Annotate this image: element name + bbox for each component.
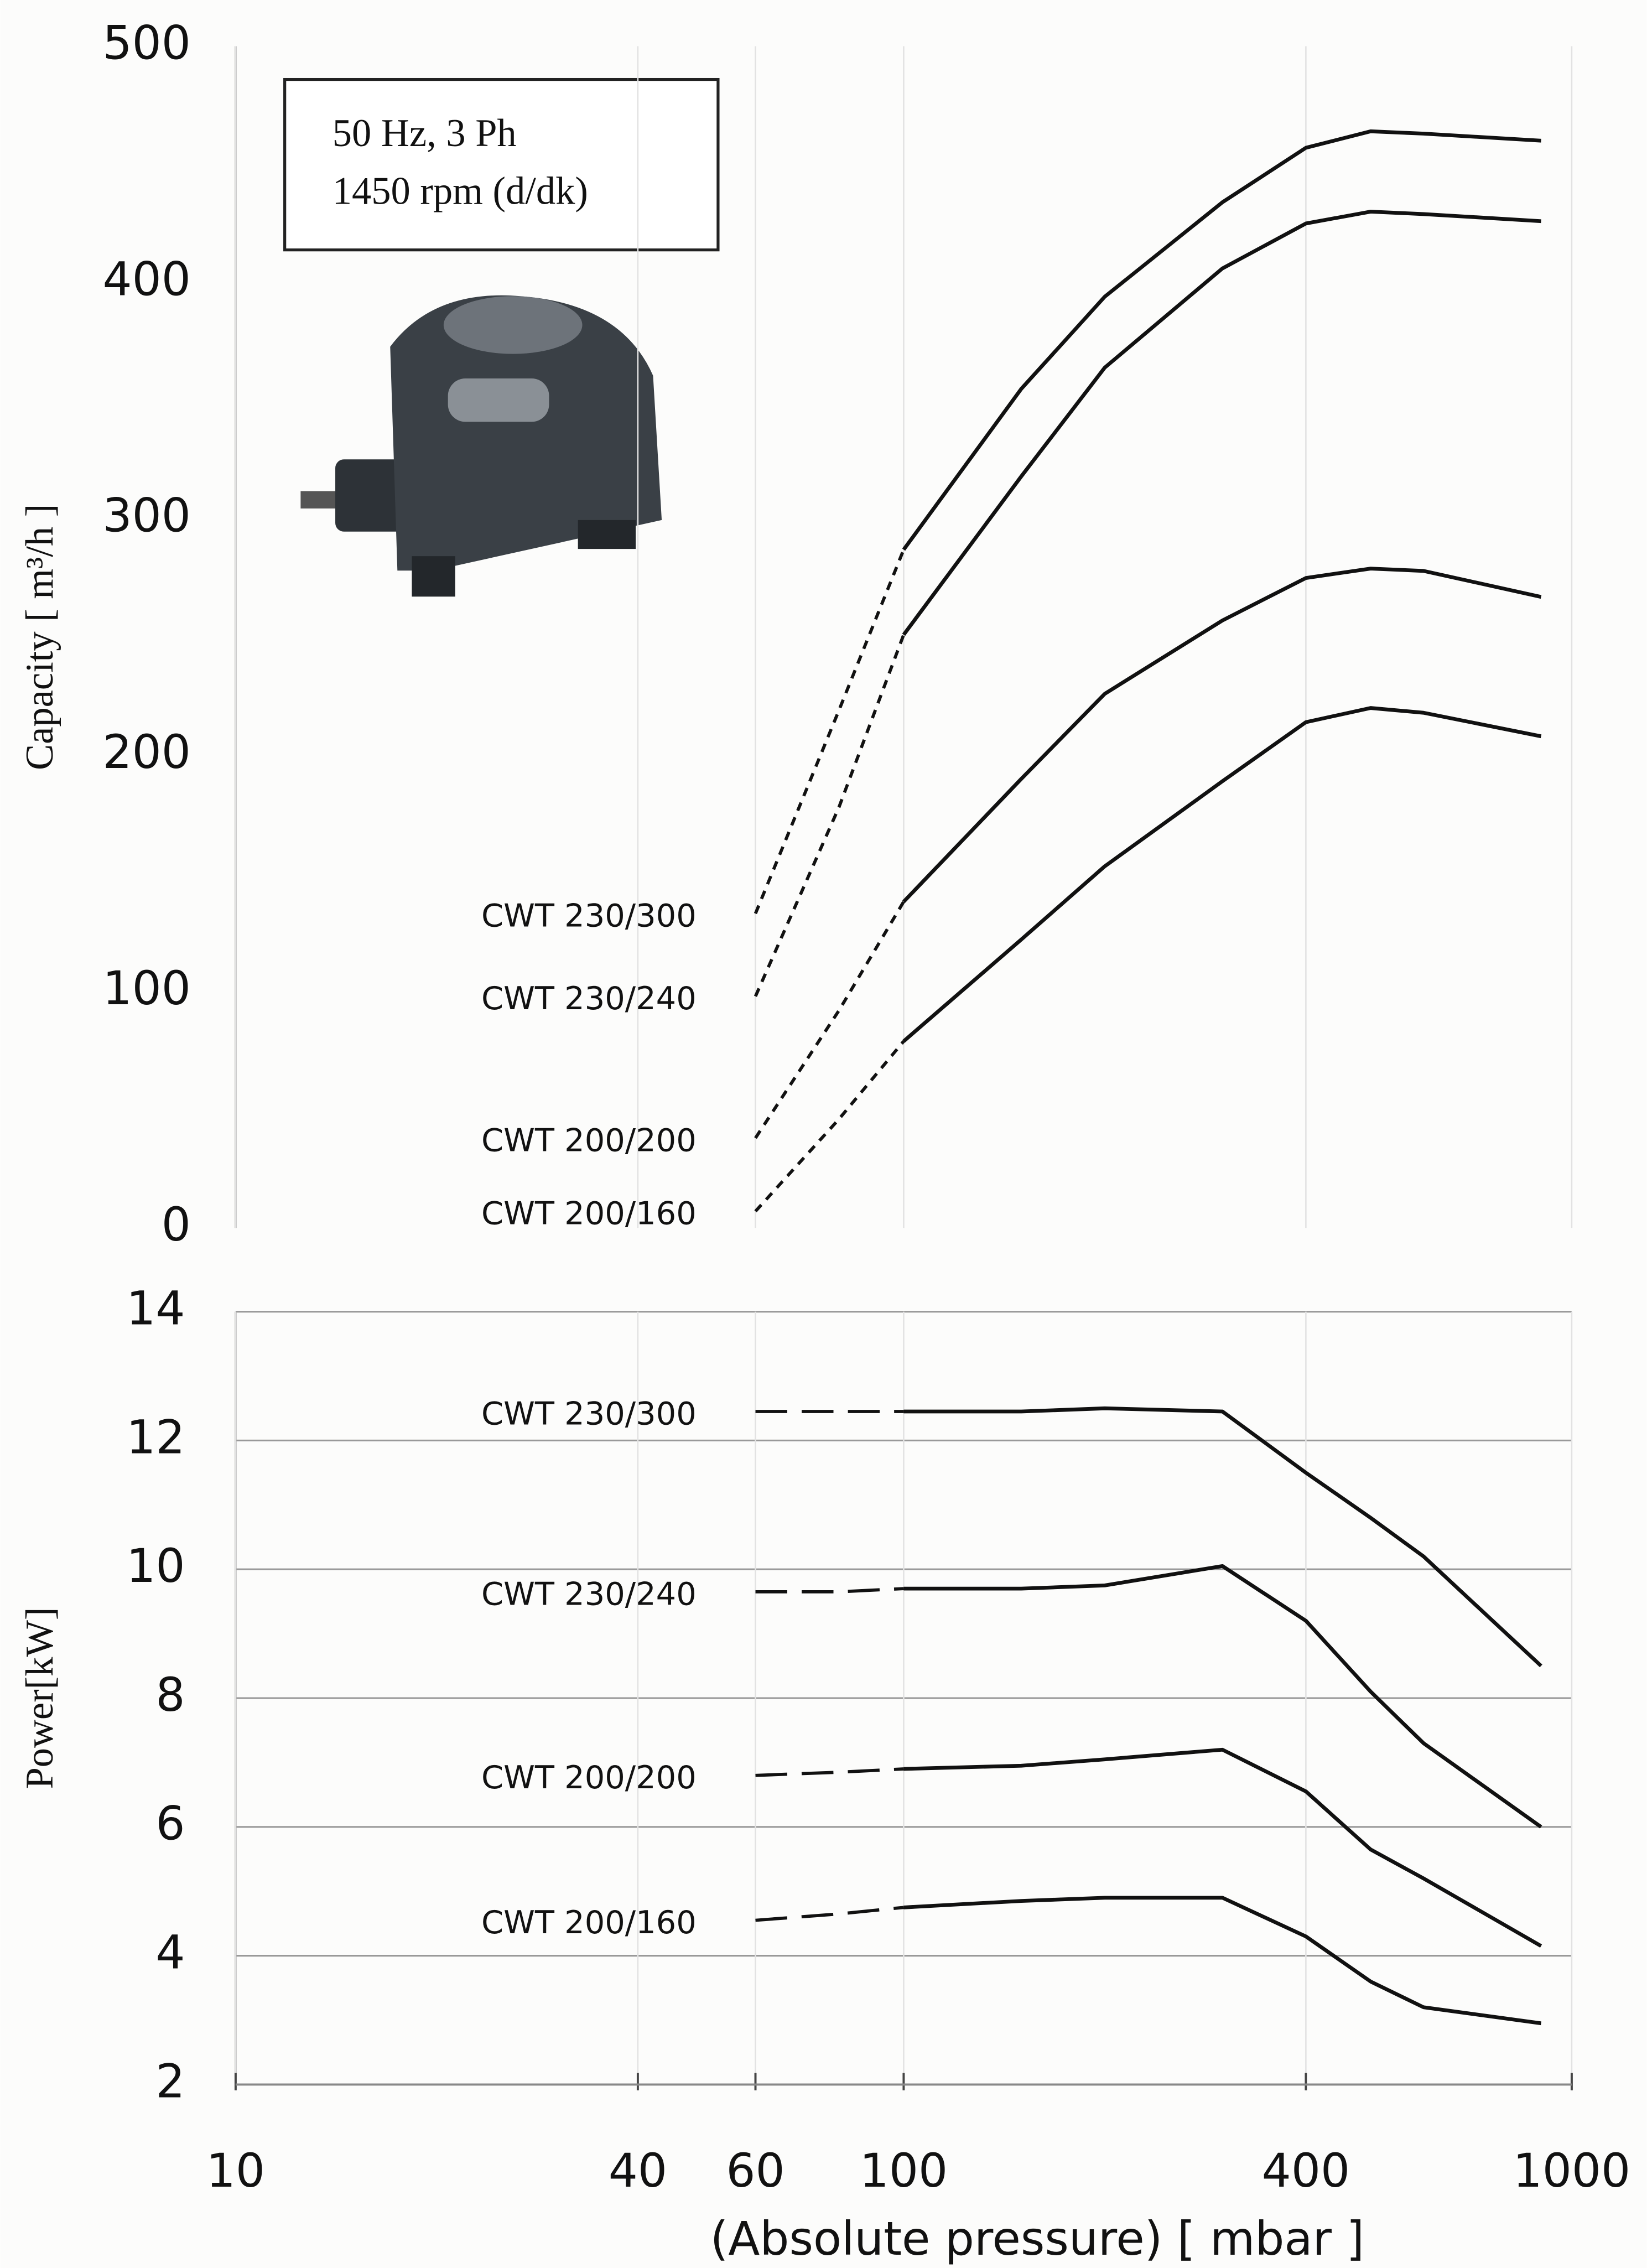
y-tick-label: 200	[103, 725, 191, 779]
y-tick-label: 10	[126, 1539, 185, 1593]
series-line	[755, 1587, 904, 1594]
series-line	[903, 1564, 1542, 1829]
y-tick-label: 4	[155, 1926, 185, 1980]
pump-flange	[443, 296, 583, 354]
pump-body	[390, 295, 662, 571]
annotation-text: 50 Hz, 3 Ph	[332, 112, 517, 155]
x-tick-label: 1000	[1513, 2144, 1631, 2198]
y-tick-label: 8	[155, 1668, 185, 1722]
y-tick-label: 300	[103, 489, 191, 543]
series-label: CWT 200/160	[481, 1904, 697, 1941]
pump-foot	[578, 520, 636, 549]
series-label: CWT 200/200	[481, 1122, 697, 1159]
y-tick-label: 500	[103, 15, 191, 70]
annotation-box: 50 Hz, 3 Ph 1450 rpm (d/dk)	[283, 77, 720, 252]
pump-picture	[300, 295, 662, 597]
y-tick-label: 6	[155, 1797, 185, 1851]
series-label: CWT 230/240	[481, 980, 697, 1017]
y-axis-label: Capacity [ m³/h ]	[18, 504, 61, 770]
x-tick-label: 40	[609, 2144, 667, 2198]
x-axis-label: (Absolute pressure) [ mbar ]	[710, 2212, 1364, 2266]
series-line	[755, 1906, 904, 1922]
y-tick-label: 400	[103, 252, 191, 307]
series-line	[903, 1896, 1542, 2026]
series-line	[902, 567, 1542, 904]
series-line	[754, 1040, 905, 1213]
series-line	[902, 706, 1542, 1043]
y-tick-label: 2	[155, 2054, 185, 2108]
series-line	[754, 634, 906, 997]
pump-foot	[412, 556, 455, 597]
series-line	[903, 1747, 1542, 1948]
annotation-text: 1450 rpm (d/dk)	[332, 170, 588, 213]
y-tick-label: 0	[162, 1197, 191, 1252]
annotation-frame	[283, 77, 720, 252]
series-label: CWT 200/160	[481, 1195, 697, 1232]
series-line	[902, 210, 1541, 636]
series-line	[902, 129, 1541, 551]
series-line	[754, 549, 906, 915]
series-label: CWT 200/200	[481, 1759, 697, 1796]
series-label: CWT 230/300	[481, 1395, 697, 1433]
y-tick-label: 12	[126, 1410, 185, 1464]
pump-window	[448, 378, 549, 422]
y-tick-label: 100	[103, 961, 191, 1015]
y-axis-label: Power[kW]	[18, 1607, 61, 1789]
x-tick-label: 60	[726, 2144, 784, 2198]
series-line	[755, 1767, 904, 1777]
x-tick-label: 100	[860, 2144, 948, 2198]
series-label: CWT 230/240	[481, 1575, 697, 1612]
x-tick-label: 400	[1262, 2144, 1350, 2198]
x-tick-label: 10	[206, 2144, 265, 2198]
series-line	[903, 1406, 1542, 1668]
series-line	[754, 901, 905, 1139]
series-label: CWT 230/300	[481, 897, 697, 935]
y-tick-label: 14	[126, 1281, 185, 1336]
